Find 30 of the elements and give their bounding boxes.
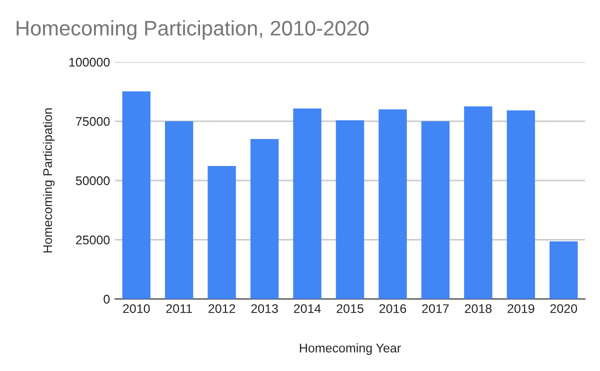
y-tick-label: 75000 <box>76 117 110 126</box>
x-tick-label: 2019 <box>508 304 534 314</box>
bar <box>421 121 450 299</box>
bar <box>164 121 194 299</box>
y-tick-label: 50000 <box>76 176 110 186</box>
bar <box>250 139 279 299</box>
x-tick-label: 2010 <box>123 304 150 314</box>
y-axis-title: Homecoming Participation <box>42 108 55 252</box>
bar <box>293 108 322 299</box>
bar <box>506 110 536 299</box>
x-tick-label: 2012 <box>208 304 236 314</box>
y-tick-label: 0 <box>104 294 110 304</box>
y-tick-label: 25000 <box>76 236 110 244</box>
x-tick-label: 2018 <box>464 304 492 314</box>
bar <box>336 120 364 299</box>
x-tick-label: 2017 <box>422 304 449 314</box>
x-tick-label: 2015 <box>336 304 364 314</box>
bar <box>464 106 492 299</box>
x-tick-label: 2020 <box>550 304 578 314</box>
x-tick-label: 2013 <box>251 304 278 314</box>
x-axis-title: Homecoming Year <box>300 343 401 355</box>
bar <box>550 241 578 299</box>
x-tick-label: 2011 <box>166 304 192 314</box>
bar <box>378 109 407 299</box>
x-tick-label: 2016 <box>379 304 406 314</box>
x-tick-label: 2014 <box>294 304 321 314</box>
bar <box>208 166 236 299</box>
chart-title: Homecoming Participation, 2010-2020 <box>16 20 369 40</box>
bar <box>122 91 150 299</box>
y-tick-label: 100000 <box>69 58 110 67</box>
